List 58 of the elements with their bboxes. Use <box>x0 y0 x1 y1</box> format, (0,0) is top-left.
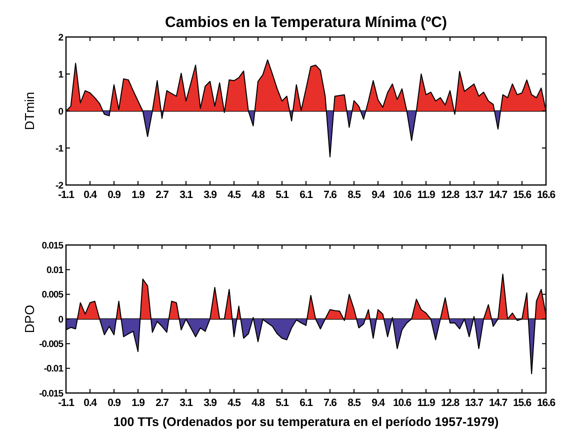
x-tick-label: 7.6 <box>324 189 338 201</box>
x-tick-label: 16.6 <box>536 397 556 409</box>
x-tick-label: 0.9 <box>108 397 122 409</box>
y-tick-label: 0 <box>58 106 64 118</box>
x-tick-label: 8.5 <box>348 189 362 201</box>
x-tick-label: 13.7 <box>464 189 484 201</box>
y-tick-label: -2 <box>56 180 64 192</box>
x-tick-label: 3.1 <box>180 397 194 409</box>
x-tick-label: 6.1 <box>300 397 314 409</box>
x-tick-label: 2.7 <box>156 397 170 409</box>
x-tick-label: 0.4 <box>84 397 98 409</box>
x-tick-label: 9.4 <box>372 189 386 201</box>
x-axis-title: 100 TTs (Ordenados por su temperatura en el período 1957-1979) <box>113 415 499 429</box>
x-tick-label: 0.9 <box>108 189 122 201</box>
x-tick-label: 10.6 <box>392 397 412 409</box>
x-tick-label: 12.8 <box>440 189 460 201</box>
x-tick-label: 4.8 <box>252 189 266 201</box>
x-tick-label: 13.7 <box>464 397 484 409</box>
x-tick-label: 7.6 <box>324 397 338 409</box>
x-tick-label: 15.6 <box>512 397 532 409</box>
y-tick-label: 0.015 <box>42 240 64 252</box>
y-axis-title: DPO <box>22 304 37 334</box>
x-tick-label: 5.1 <box>276 189 290 201</box>
x-tick-label: -1.1 <box>58 397 75 409</box>
x-tick-label: 1.9 <box>132 189 146 201</box>
y-axis-title: DTmin <box>22 92 37 130</box>
x-tick-label: 2.7 <box>156 189 170 201</box>
y-tick-label: -1 <box>56 143 64 154</box>
x-tick-label: 12.8 <box>440 397 460 409</box>
x-tick-label: 4.8 <box>252 397 266 409</box>
x-tick-label: 3.1 <box>180 189 194 201</box>
x-tick-label: 1.9 <box>132 397 146 409</box>
y-tick-label: 2 <box>58 32 64 44</box>
x-tick-label: 4.5 <box>228 397 242 409</box>
x-tick-label: 11.9 <box>417 397 436 409</box>
y-tick-label: -0.005 <box>39 338 64 350</box>
x-tick-label: 4.5 <box>228 189 242 201</box>
x-tick-label: 11.9 <box>417 189 436 201</box>
x-tick-label: 14.7 <box>488 189 508 201</box>
x-tick-label: 5.1 <box>276 397 290 409</box>
x-tick-label: 16.6 <box>536 189 556 201</box>
y-tick-label: 1 <box>58 69 64 80</box>
y-tick-label: 0.01 <box>46 264 64 276</box>
x-tick-label: 0.4 <box>84 189 98 201</box>
x-tick-label: 3.9 <box>204 189 218 201</box>
x-tick-label: 8.5 <box>348 397 362 409</box>
y-tick-label: 0 <box>58 314 64 326</box>
y-tick-label: -0.015 <box>39 388 64 400</box>
x-tick-label: 9.4 <box>372 397 386 409</box>
x-tick-label: 3.9 <box>204 397 218 409</box>
x-tick-label: -1.1 <box>58 189 75 201</box>
y-tick-label: -0.01 <box>44 364 64 375</box>
x-tick-label: 10.6 <box>392 189 412 201</box>
x-tick-label: 14.7 <box>488 397 508 409</box>
x-tick-label: 15.6 <box>512 189 532 201</box>
y-tick-label: 0.005 <box>42 290 64 301</box>
x-tick-label: 6.1 <box>300 189 314 201</box>
chart-title: Cambios en la Temperatura Mínima (ºC) <box>165 14 447 31</box>
